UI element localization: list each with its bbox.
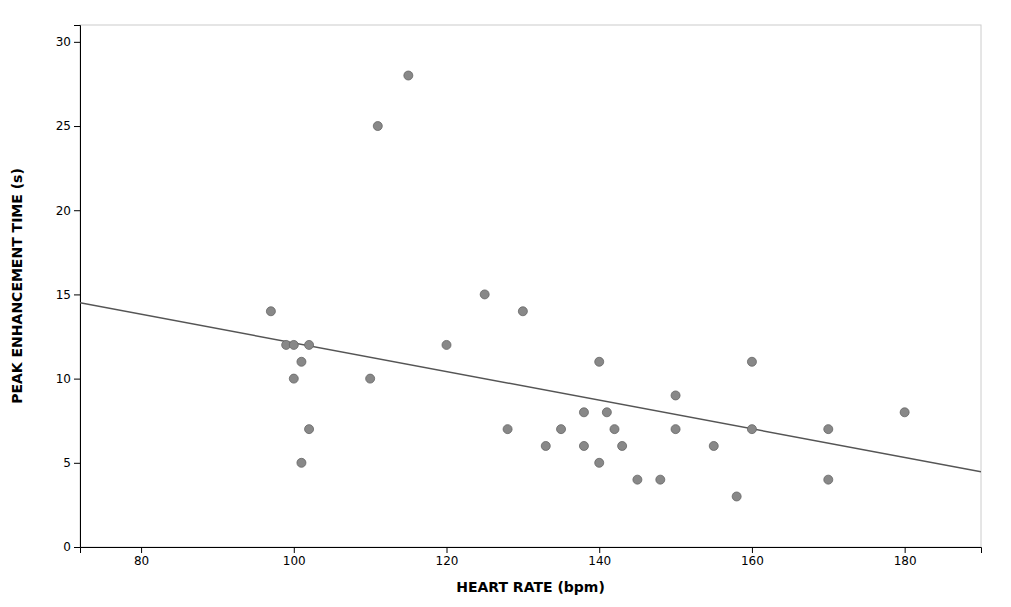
point [633, 475, 642, 484]
point [610, 425, 619, 434]
tick-label: 0 [63, 540, 71, 554]
point [747, 425, 756, 434]
tick-mark [752, 547, 753, 553]
plot-frame [80, 25, 981, 547]
axis-line [74, 26, 81, 548]
point [671, 425, 680, 434]
tick: 10 [56, 372, 80, 386]
point [518, 307, 527, 316]
point [297, 357, 306, 366]
axis-line [81, 548, 982, 554]
point [305, 425, 314, 434]
tick-label: 30 [56, 35, 71, 49]
tick-mark [74, 547, 80, 548]
chart: 80 100 120 140 160 180 0 5 10 15 20 25 30 HEART RATE … [0, 0, 1011, 607]
tick-label: 120 [436, 554, 459, 568]
tick: 100 [283, 547, 306, 568]
point [747, 357, 756, 366]
point [541, 441, 550, 450]
point [579, 408, 588, 417]
point [595, 458, 604, 467]
tick-mark [599, 547, 600, 553]
x-axis: 80 100 120 140 160 180 [81, 547, 982, 568]
tick-label: 5 [63, 456, 71, 470]
tick: 20 [56, 204, 80, 218]
tick-label: 100 [283, 554, 306, 568]
point [579, 441, 588, 450]
tick-mark [74, 463, 80, 464]
tick: 120 [436, 547, 459, 568]
tick-mark [74, 379, 80, 380]
tick-label: 20 [56, 204, 71, 218]
point [595, 357, 604, 366]
tick: 25 [56, 119, 80, 133]
tick-label: 15 [56, 288, 71, 302]
tick: 180 [894, 547, 917, 568]
plot-area: 80 100 120 140 160 180 0 5 10 15 20 25 30 [56, 25, 982, 568]
marks [80, 71, 981, 501]
tick-mark [905, 547, 906, 553]
x-axis-title: HEART RATE (bpm) [456, 579, 605, 595]
tick-label: 80 [134, 554, 149, 568]
tick-mark [447, 547, 448, 553]
tick-mark [74, 42, 80, 43]
point [266, 307, 275, 316]
y-axis: 0 5 10 15 20 25 30 [56, 26, 81, 555]
tick-mark [74, 294, 80, 295]
tick-label: 10 [56, 372, 71, 386]
point [824, 425, 833, 434]
tick-label: 140 [588, 554, 611, 568]
point [289, 374, 298, 383]
point [602, 408, 611, 417]
tick-mark [141, 547, 142, 553]
point [305, 340, 314, 349]
point [656, 475, 665, 484]
tick: 160 [741, 547, 764, 568]
point [366, 374, 375, 383]
point [297, 458, 306, 467]
point [404, 71, 413, 80]
point [618, 441, 627, 450]
point [289, 340, 298, 349]
y-axis-title: PEAK ENHANCEMENT TIME (s) [9, 168, 25, 404]
tick-label: 160 [741, 554, 764, 568]
tick-mark [74, 210, 80, 211]
point [709, 441, 718, 450]
point [732, 492, 741, 501]
tick-mark [74, 126, 80, 127]
tick: 30 [56, 35, 80, 49]
tick: 0 [63, 540, 80, 554]
tick-mark [294, 547, 295, 553]
tick: 80 [134, 547, 149, 568]
tick: 140 [588, 547, 611, 568]
point [671, 391, 680, 400]
tick-label: 180 [894, 554, 917, 568]
point [900, 408, 909, 417]
point [373, 122, 382, 131]
tick-label: 25 [56, 119, 71, 133]
tick: 5 [63, 456, 80, 470]
regression-line [80, 303, 981, 472]
point [480, 290, 489, 299]
point [503, 425, 512, 434]
point [824, 475, 833, 484]
point [557, 425, 566, 434]
point [442, 340, 451, 349]
tick: 15 [56, 288, 80, 302]
